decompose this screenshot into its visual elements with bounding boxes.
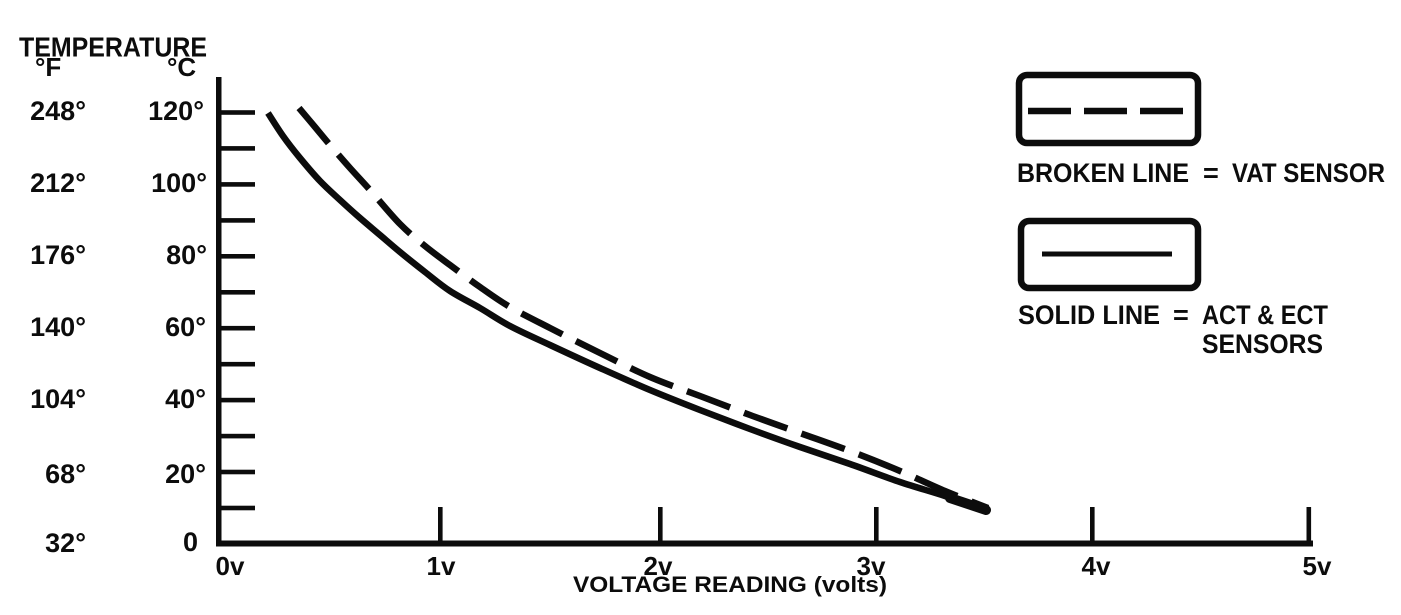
svg-text:80°: 80°: [166, 240, 207, 270]
svg-text:120°: 120°: [148, 96, 204, 126]
svg-text:4v: 4v: [1082, 551, 1111, 581]
svg-text:104°: 104°: [30, 384, 86, 414]
svg-text:ACT & ECT: ACT & ECT: [1202, 300, 1328, 330]
svg-text:5v: 5v: [1303, 551, 1332, 581]
svg-text:1v: 1v: [427, 551, 456, 581]
svg-text:68°: 68°: [45, 459, 86, 489]
svg-text:212°: 212°: [30, 168, 86, 198]
svg-text:60°: 60°: [165, 312, 206, 342]
svg-text:°C: °C: [167, 52, 196, 82]
svg-text:2v: 2v: [644, 551, 673, 581]
svg-text:100°: 100°: [151, 168, 207, 198]
svg-text:VAT SENSOR: VAT SENSOR: [1232, 158, 1385, 188]
svg-text:TEMPERATURE: TEMPERATURE: [19, 32, 207, 63]
svg-text:°F: °F: [35, 52, 61, 82]
svg-text:VOLTAGE READING (volts): VOLTAGE READING (volts): [573, 572, 887, 597]
svg-text:140°: 140°: [30, 312, 86, 342]
svg-text:40°: 40°: [165, 384, 206, 414]
svg-text:0v: 0v: [216, 551, 245, 581]
svg-text:SENSORS: SENSORS: [1202, 329, 1323, 359]
svg-text:20°: 20°: [165, 459, 206, 489]
svg-text:248°: 248°: [30, 96, 86, 126]
svg-text:BROKEN LINE: BROKEN LINE: [1017, 158, 1189, 188]
svg-text:0: 0: [183, 527, 198, 557]
svg-text:=: =: [1203, 158, 1219, 188]
svg-text:SOLID LINE: SOLID LINE: [1018, 300, 1160, 330]
svg-text:=: =: [1173, 300, 1189, 330]
svg-text:32°: 32°: [45, 528, 86, 558]
svg-text:176°: 176°: [30, 240, 86, 270]
svg-text:3v: 3v: [857, 551, 886, 581]
